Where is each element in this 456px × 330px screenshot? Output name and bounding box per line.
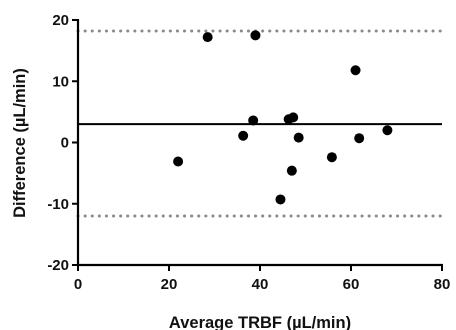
data-point (248, 115, 259, 126)
y-axis-title: Difference (µL/min) (11, 68, 29, 218)
data-point (382, 125, 393, 136)
x-tick-label: 60 (343, 276, 360, 293)
x-tick-label: 40 (252, 276, 269, 293)
x-tick-label: 80 (434, 276, 451, 293)
data-point (275, 194, 286, 205)
data-point (250, 30, 261, 41)
data-point (354, 133, 365, 144)
data-point (326, 152, 337, 163)
x-axis-title: Average TRBF (µL/min) (169, 314, 351, 330)
data-point (238, 130, 249, 141)
y-tick-label: -20 (47, 257, 69, 274)
data-point (286, 165, 297, 176)
data-point (350, 65, 361, 76)
data-point (293, 132, 304, 143)
x-tick-label: 20 (161, 276, 178, 293)
x-tick-label: 0 (74, 276, 82, 293)
data-point (173, 156, 184, 167)
y-tick-label: 10 (52, 73, 69, 90)
data-point (202, 32, 213, 43)
y-tick-label: 20 (52, 12, 69, 29)
y-tick-label: -10 (47, 196, 69, 213)
data-point (288, 112, 299, 123)
y-tick-label: 0 (61, 135, 69, 152)
